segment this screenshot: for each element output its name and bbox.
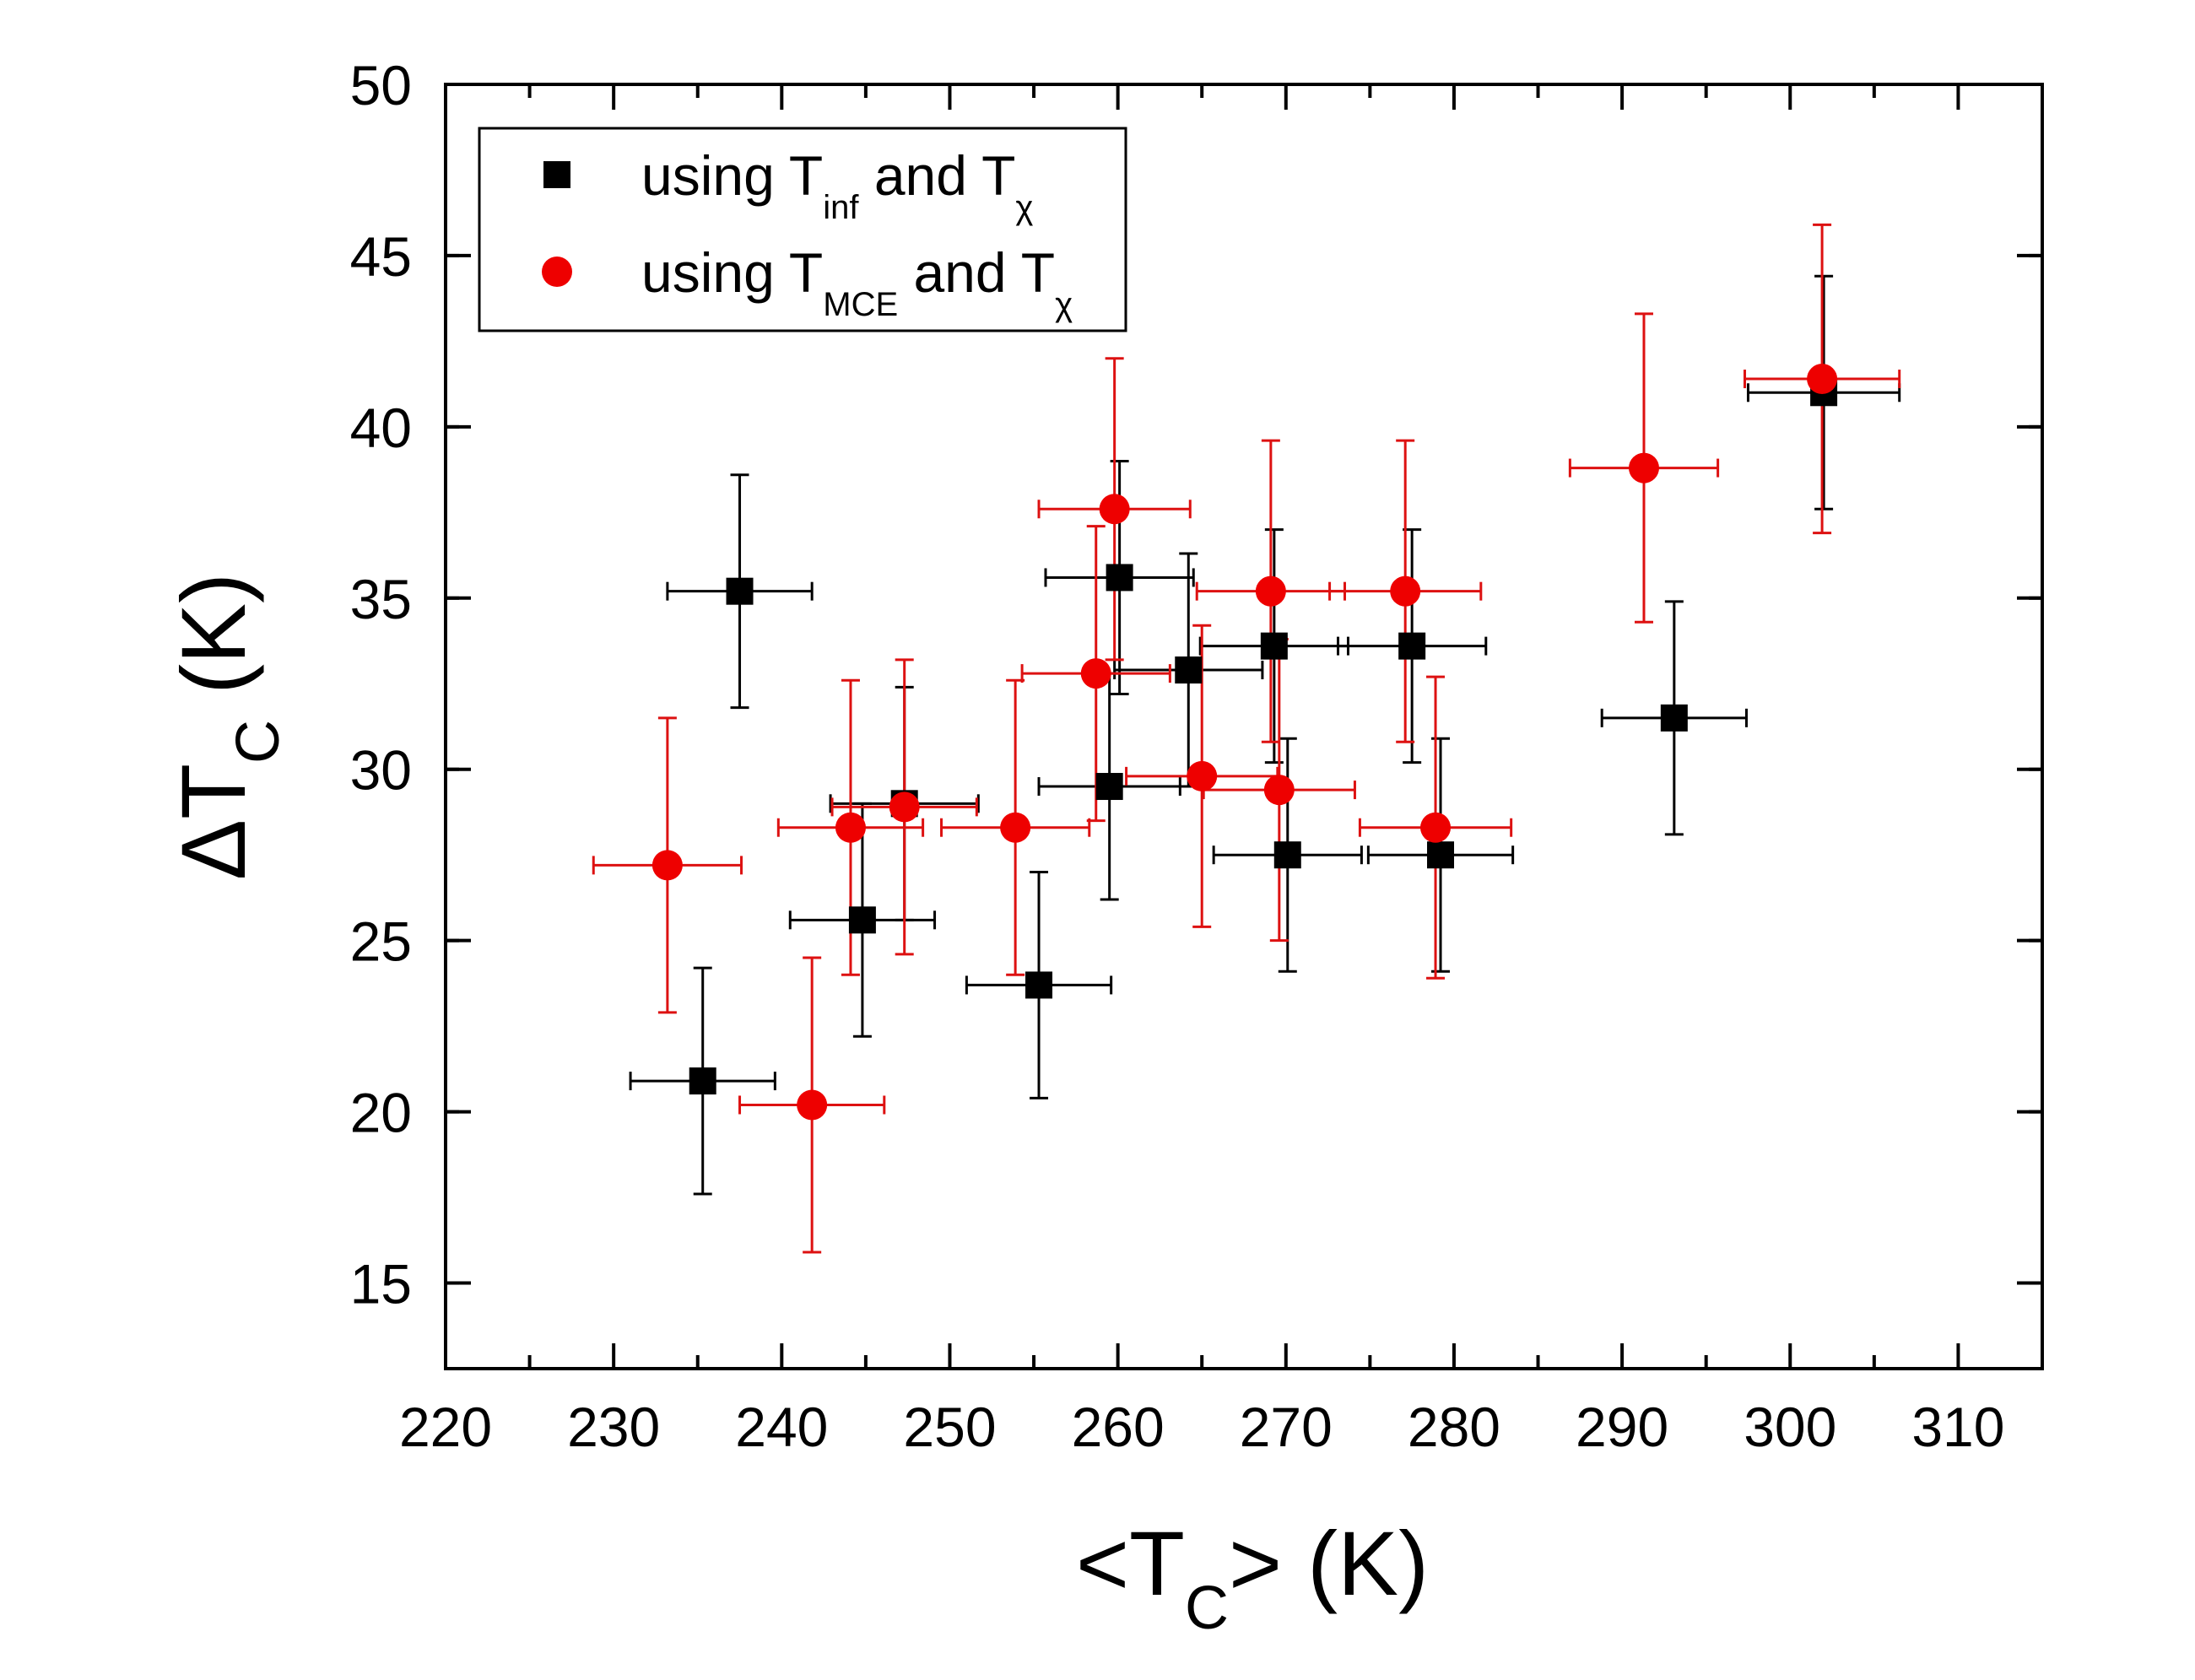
y-tick-label: 30 xyxy=(350,739,412,802)
x-tick-label: 280 xyxy=(1408,1396,1500,1458)
x-tick-label: 240 xyxy=(735,1396,828,1458)
y-tick-label: 25 xyxy=(350,910,412,973)
y-tick-label: 40 xyxy=(350,397,412,459)
legend-label-subscript: MCE xyxy=(823,286,898,323)
y-tick-label: 20 xyxy=(350,1082,412,1144)
y-axis-label-text: (K) xyxy=(162,573,264,720)
y-tick-label: 35 xyxy=(350,568,412,630)
x-tick-label: 250 xyxy=(903,1396,996,1458)
legend-label-text: using T xyxy=(641,144,823,207)
data-point-square xyxy=(1175,656,1203,684)
data-point-circle xyxy=(1099,494,1130,525)
data-point-square xyxy=(726,577,754,605)
legend-label-text: and T xyxy=(859,144,1016,207)
legend-label: using Tinf and Tχ xyxy=(641,144,1033,226)
x-axis-label: <TC> (K) xyxy=(1076,1512,1429,1642)
legend-marker-circle xyxy=(542,257,572,287)
y-tick-label: 50 xyxy=(350,54,412,116)
x-tick-label: 300 xyxy=(1744,1396,1836,1458)
legend-label-text: using T xyxy=(641,241,823,304)
data-point-square xyxy=(689,1067,716,1095)
legend-label-subscript: inf xyxy=(823,189,859,226)
legend-box xyxy=(478,127,1127,332)
error-bars-layer xyxy=(592,223,1901,1254)
y-axis-label-subscript: C xyxy=(224,720,292,764)
data-point-circle xyxy=(835,812,866,843)
legend-marker-square xyxy=(543,161,570,188)
data-point-circle xyxy=(1420,812,1452,843)
x-axis-label-subscript: C xyxy=(1185,1575,1229,1642)
x-tick-label: 260 xyxy=(1072,1396,1165,1458)
data-point-circle xyxy=(1390,575,1421,607)
points-layer xyxy=(651,364,1838,1121)
data-point-square xyxy=(1095,773,1123,801)
data-point-square xyxy=(1273,841,1301,869)
x-tick-label: 290 xyxy=(1576,1396,1668,1458)
x-tick-label: 220 xyxy=(399,1396,492,1458)
data-point-square xyxy=(1260,632,1288,660)
data-point-square xyxy=(1398,632,1426,660)
data-point-circle xyxy=(651,850,683,881)
x-axis-label-text: <T xyxy=(1076,1512,1185,1614)
legend-label-subscript: χ xyxy=(1055,286,1073,323)
data-point-circle xyxy=(1263,775,1295,806)
axes-layer: 220 230 240 250 260 270 280 290 300 310 15 20 25 30 35… xyxy=(350,54,2044,1458)
data-point-circle xyxy=(1080,658,1111,689)
data-point-circle xyxy=(1807,364,1838,395)
data-point-square xyxy=(1025,971,1053,999)
data-point-circle xyxy=(797,1089,828,1121)
data-point-square xyxy=(848,906,876,934)
data-point-circle xyxy=(1628,452,1659,483)
legend-label: using TMCE and Tχ xyxy=(641,241,1073,323)
legend-label-subscript: χ xyxy=(1015,189,1033,226)
x-tick-label: 230 xyxy=(567,1396,660,1458)
data-point-circle xyxy=(1255,575,1286,607)
y-axis-label: ΔTC (K) xyxy=(162,573,292,880)
data-point-circle xyxy=(1187,760,1218,791)
x-tick-label: 310 xyxy=(1911,1396,2004,1458)
x-axis-label-text: > (K) xyxy=(1229,1512,1429,1614)
y-axis-label-text: ΔT xyxy=(162,764,264,880)
data-point-circle xyxy=(889,791,920,823)
data-point-square xyxy=(1106,564,1133,592)
legend-label-text: and T xyxy=(898,241,1055,304)
data-point-circle xyxy=(1000,812,1031,843)
plot-frame xyxy=(444,83,2044,1370)
y-tick-label: 15 xyxy=(350,1253,412,1315)
x-tick-label: 270 xyxy=(1240,1396,1333,1458)
data-point-square xyxy=(1427,841,1455,869)
data-point-square xyxy=(1660,704,1688,732)
axis-labels-layer: <TC> (K)ΔTC (K) xyxy=(162,573,1429,1642)
y-tick-label: 45 xyxy=(350,225,412,288)
